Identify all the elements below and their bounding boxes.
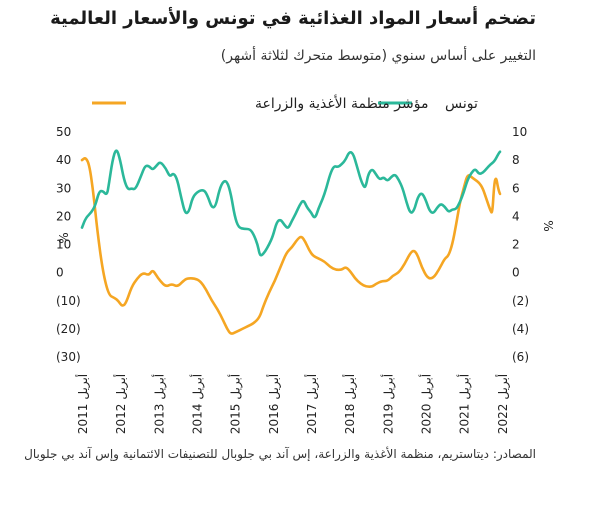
x-tick-text: 2016 أبريل xyxy=(266,374,282,434)
left-tick-label: (30) xyxy=(56,350,81,364)
x-tick-label: 2013 أبريل xyxy=(151,374,167,434)
x-tick-label: 2017 أبريل xyxy=(304,374,320,434)
x-tick-year: 2013 xyxy=(152,404,166,435)
right-tick-label: (6) xyxy=(512,350,529,364)
x-tick-year: 2020 xyxy=(420,404,434,435)
left-tick-label: (20) xyxy=(56,322,81,336)
legend: تونس مؤشر منظمة الأغذية والزراعة xyxy=(92,94,478,112)
x-tick-month: أبريل xyxy=(266,374,282,400)
left-axis: 50 40 30 20 10 0 (10) (20) (30) xyxy=(56,125,81,364)
series-layer xyxy=(80,149,502,335)
x-tick-text: 2012 أبريل xyxy=(113,374,129,434)
x-tick-year: 2016 xyxy=(267,404,281,435)
right-tick-label: 4 xyxy=(512,209,520,223)
x-tick-text: 2011 أبريل xyxy=(75,374,91,434)
series-line-fao xyxy=(80,157,502,335)
x-tick-year: 2022 xyxy=(496,404,510,435)
x-tick-month: أبريل xyxy=(419,374,435,400)
x-tick-label: 2014 أبريل xyxy=(190,374,206,434)
x-tick-year: 2011 xyxy=(76,404,90,435)
x-tick-text: 2021 أبريل xyxy=(457,374,473,434)
x-tick-label: 2020 أبريل xyxy=(419,374,435,434)
left-tick-label: 40 xyxy=(56,153,71,167)
x-tick-label: 2018 أبريل xyxy=(342,374,358,434)
x-tick-label: 2012 أبريل xyxy=(113,374,129,434)
x-tick-text: 2020 أبريل xyxy=(419,374,435,434)
x-tick-text: 2022 أبريل xyxy=(495,374,511,434)
x-axis: 2011أبريل2012أبريل2013أبريل2014أبريل2015… xyxy=(75,374,511,434)
x-tick-label: 2022 أبريل xyxy=(495,374,511,434)
chart-title: تضخم أسعار المواد الغذائية في تونس والأس… xyxy=(50,8,536,29)
x-tick-month: أبريل xyxy=(113,374,129,400)
x-tick-month: أبريل xyxy=(342,374,358,400)
x-tick-label: 2016 أبريل xyxy=(266,374,282,434)
x-tick-month: أبريل xyxy=(190,374,206,400)
x-tick-text: 2019 أبريل xyxy=(380,374,396,434)
left-tick-label: 0 xyxy=(56,266,64,280)
left-axis-label: % xyxy=(57,232,71,243)
right-tick-label: (4) xyxy=(512,322,529,336)
x-tick-year: 2014 xyxy=(191,404,205,435)
series-line-tunisia xyxy=(80,149,502,257)
x-tick-month: أبريل xyxy=(75,374,91,400)
x-tick-month: أبريل xyxy=(304,374,320,400)
x-tick-year: 2021 xyxy=(458,404,472,435)
x-tick-label: 2021 أبريل xyxy=(457,374,473,434)
legend-label-tunisia: تونس xyxy=(445,96,478,112)
x-tick-year: 2019 xyxy=(381,404,395,435)
source-note: المصادر: ديتاستريم، منظمة الأغذية والزرا… xyxy=(24,447,536,461)
x-tick-month: أبريل xyxy=(380,374,396,400)
x-tick-label: 2011 أبريل xyxy=(75,374,91,434)
right-tick-label: 2 xyxy=(512,238,520,252)
left-tick-label: (10) xyxy=(56,294,81,308)
left-tick-label: 20 xyxy=(56,209,71,223)
chart-subtitle: التغيير على أساس سنوي (متوسط متحرك لثلاث… xyxy=(220,48,536,64)
left-tick-label: 10 xyxy=(56,238,71,252)
right-tick-label: 10 xyxy=(512,125,527,139)
right-tick-label: (2) xyxy=(512,294,529,308)
x-tick-year: 2018 xyxy=(343,404,357,435)
right-axis-label: % xyxy=(541,220,555,231)
left-tick-label: 30 xyxy=(56,181,71,195)
x-tick-month: أبريل xyxy=(457,374,473,400)
x-tick-text: 2018 أبريل xyxy=(342,374,358,434)
right-tick-label: 8 xyxy=(512,153,520,167)
right-tick-label: 0 xyxy=(512,266,520,280)
x-tick-year: 2015 xyxy=(229,404,243,435)
left-tick-label: 50 xyxy=(56,125,71,139)
x-tick-label: 2015 أبريل xyxy=(228,374,244,434)
x-tick-label: 2019 أبريل xyxy=(380,374,396,434)
x-tick-text: 2015 أبريل xyxy=(228,374,244,434)
legend-label-fao: مؤشر منظمة الأغذية والزراعة xyxy=(255,94,428,112)
x-tick-text: 2017 أبريل xyxy=(304,374,320,434)
right-tick-label: 6 xyxy=(512,181,520,195)
x-tick-text: 2013 أبريل xyxy=(151,374,167,434)
right-axis: 10 8 6 4 2 0 (2) (4) (6) xyxy=(512,125,529,364)
x-tick-year: 2017 xyxy=(305,404,319,435)
x-tick-month: أبريل xyxy=(151,374,167,400)
x-tick-text: 2014 أبريل xyxy=(190,374,206,434)
x-tick-month: أبريل xyxy=(228,374,244,400)
x-tick-month: أبريل xyxy=(495,374,511,400)
x-tick-year: 2012 xyxy=(114,404,128,435)
